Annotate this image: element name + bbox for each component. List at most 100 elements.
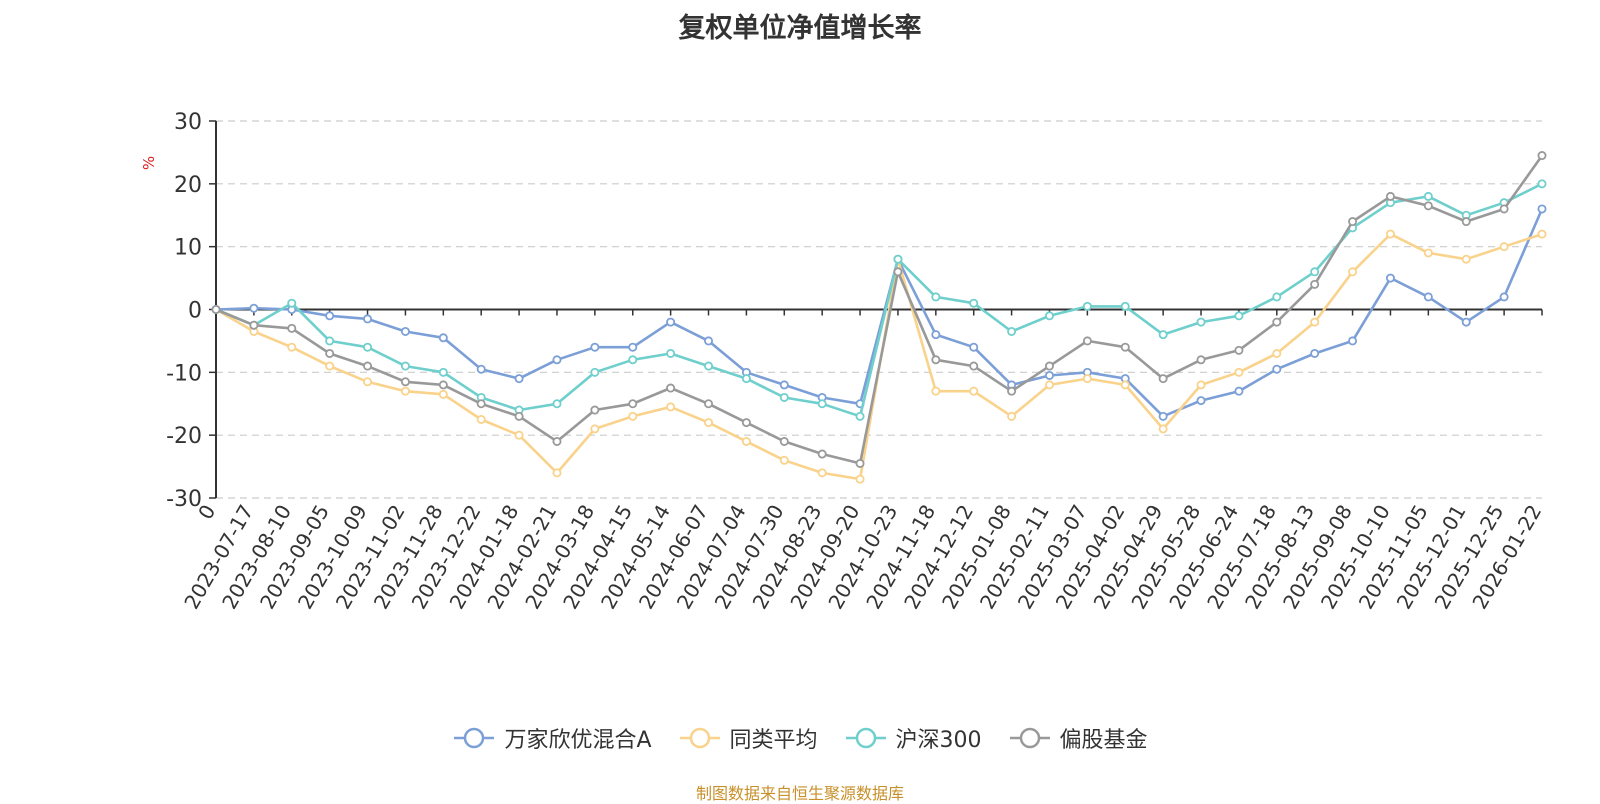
data-point — [1423, 191, 1433, 201]
data-point — [249, 303, 259, 313]
data-point — [779, 436, 789, 446]
data-point — [1272, 364, 1282, 374]
data-point — [325, 336, 335, 346]
data-point — [1272, 348, 1282, 358]
data-point — [1158, 330, 1168, 340]
data-point — [514, 430, 524, 440]
series-line-3 — [215, 154, 1544, 465]
data-point — [704, 399, 714, 409]
legend-label: 万家欣优混合A — [504, 728, 652, 753]
data-point — [931, 355, 941, 365]
data-point — [1385, 229, 1395, 239]
data-point — [1234, 345, 1244, 355]
data-point — [1272, 292, 1282, 302]
data-point — [704, 418, 714, 428]
data-point — [1385, 273, 1395, 283]
y-tick-label: 20 — [174, 173, 202, 198]
data-point — [931, 330, 941, 340]
data-point — [666, 383, 676, 393]
data-point — [817, 449, 827, 459]
data-point — [1499, 204, 1509, 214]
data-point — [1044, 361, 1054, 371]
data-point — [741, 418, 751, 428]
legend-item-series-2[interactable]: 沪深300 — [844, 722, 982, 754]
data-point — [855, 458, 865, 468]
data-point — [1120, 380, 1130, 390]
data-point — [1044, 311, 1054, 321]
data-point — [1196, 355, 1206, 365]
data-point — [893, 267, 903, 277]
data-point — [1461, 317, 1471, 327]
data-point — [514, 374, 524, 384]
data-point — [1537, 229, 1547, 239]
data-point — [590, 424, 600, 434]
data-point — [1461, 254, 1471, 264]
data-point — [438, 367, 448, 377]
data-point — [363, 342, 373, 352]
data-point — [590, 367, 600, 377]
source-note: 制图数据来自恒生聚源数据库 — [695, 784, 904, 803]
data-point — [1158, 424, 1168, 434]
data-point — [628, 411, 638, 421]
data-point — [1196, 380, 1206, 390]
y-tick-label: -10 — [166, 361, 202, 386]
data-point — [893, 254, 903, 264]
data-point — [704, 336, 714, 346]
y-tick-label: -30 — [166, 487, 202, 512]
data-point — [363, 361, 373, 371]
data-point — [1007, 326, 1017, 336]
data-point — [325, 361, 335, 371]
data-point — [931, 386, 941, 396]
data-point — [666, 402, 676, 412]
data-point — [438, 380, 448, 390]
data-point — [1007, 386, 1017, 396]
data-point — [1310, 267, 1320, 277]
data-point — [400, 377, 410, 387]
data-point — [969, 298, 979, 308]
data-point — [1082, 301, 1092, 311]
data-point — [1348, 217, 1358, 227]
data-point — [779, 392, 789, 402]
data-point — [1423, 248, 1433, 258]
data-point — [1234, 367, 1244, 377]
data-point — [628, 399, 638, 409]
data-point — [552, 468, 562, 478]
data-point — [1461, 217, 1471, 227]
data-point — [400, 326, 410, 336]
data-point — [855, 474, 865, 484]
chart-title: 复权单位净值增长率 — [678, 13, 922, 44]
data-point — [287, 323, 297, 333]
data-point — [1537, 179, 1547, 189]
data-point — [1158, 411, 1168, 421]
legend-marker-icon — [845, 727, 886, 749]
data-point — [1499, 292, 1509, 302]
legend-item-series-0[interactable]: 万家欣优混合A — [452, 722, 652, 754]
data-point — [1310, 348, 1320, 358]
legend-item-series-1[interactable]: 同类平均 — [678, 722, 818, 754]
legend-marker-icon — [454, 727, 495, 749]
data-point — [779, 455, 789, 465]
data-point — [1310, 279, 1320, 289]
data-point — [1196, 317, 1206, 327]
data-point — [1537, 204, 1547, 214]
data-point — [514, 411, 524, 421]
legend-marker-icon — [1009, 727, 1050, 749]
data-point — [931, 292, 941, 302]
data-point — [1423, 201, 1433, 211]
data-point — [590, 405, 600, 415]
data-point — [1499, 242, 1509, 252]
data-point — [552, 436, 562, 446]
line-chart: 3020100-10-20-3002023-07-172023-08-10202… — [140, 110, 1547, 613]
data-point — [969, 361, 979, 371]
data-point — [1044, 370, 1054, 380]
data-point — [287, 298, 297, 308]
series-layer — [211, 151, 1547, 484]
series-line-0 — [215, 208, 1544, 418]
data-point — [400, 361, 410, 371]
data-point — [438, 333, 448, 343]
data-point — [590, 342, 600, 352]
legend: 万家欣优混合A 同类平均 沪深300 偏股基金 — [0, 722, 1600, 754]
data-point — [325, 311, 335, 321]
data-point — [855, 411, 865, 421]
legend-item-series-3[interactable]: 偏股基金 — [1008, 722, 1148, 754]
